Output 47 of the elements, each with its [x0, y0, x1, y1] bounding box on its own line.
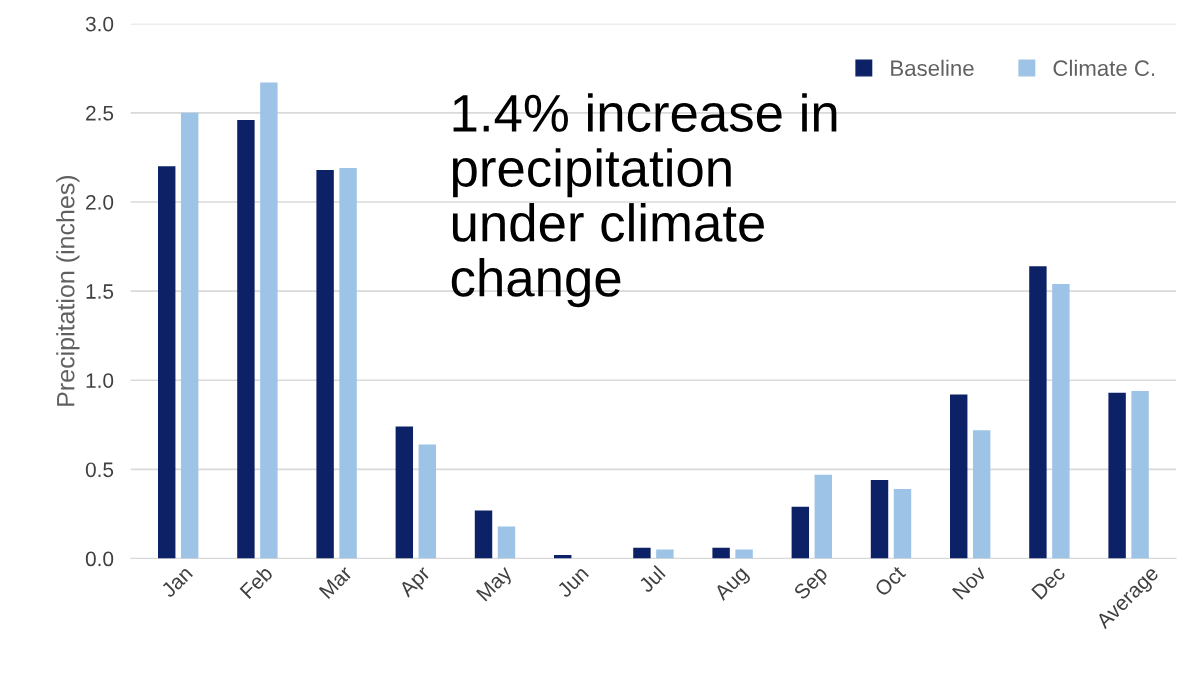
- x-tick-label: Oct: [873, 564, 907, 598]
- bar: [497, 526, 516, 559]
- x-tick-label: May: [475, 564, 516, 605]
- bar: [791, 506, 810, 559]
- bar: [1029, 266, 1047, 559]
- y-tick-label: 1.0: [86, 373, 114, 388]
- y-tick-label: 1.5: [86, 284, 114, 299]
- x-tick-label: Sep: [792, 565, 832, 604]
- bar: [316, 169, 334, 559]
- bar: [339, 168, 357, 559]
- bar: [237, 119, 255, 559]
- bar: [158, 166, 176, 559]
- legend-label: Climate C.: [1053, 59, 1155, 77]
- bar: [972, 430, 991, 559]
- bar: [260, 82, 278, 559]
- bar: [1052, 283, 1070, 559]
- x-tick-label: Mar: [318, 564, 353, 600]
- bar: [950, 394, 968, 559]
- x-tick-label: Aug: [713, 565, 752, 604]
- bar: [1108, 392, 1126, 559]
- y-tick-label: 2.5: [86, 105, 114, 121]
- bar: [870, 480, 889, 559]
- y-axis-title: Precipitation (inches): [56, 175, 80, 406]
- x-tick-label: Dec: [1031, 565, 1067, 600]
- bar: [656, 549, 674, 559]
- y-tick-label: 0.5: [85, 462, 114, 478]
- bar: [180, 112, 199, 559]
- bar: [1131, 390, 1149, 559]
- bar: [395, 426, 414, 559]
- bar: [814, 474, 832, 559]
- x-tick-label: Jun: [556, 565, 590, 599]
- bar: [893, 489, 912, 559]
- y-tick-label: 3.0: [85, 16, 114, 32]
- y-tick-label: 2.0: [86, 194, 114, 210]
- bar: [712, 547, 730, 559]
- x-tick-label: Apr: [398, 564, 434, 601]
- x-tick-label: Nov: [951, 564, 988, 600]
- x-tick-label: Feb: [239, 564, 274, 600]
- bar: [418, 444, 436, 559]
- x-tick-label: Jul: [637, 565, 666, 594]
- annotation: 1.4% increase in precipitation under climate change: [451, 93, 837, 308]
- y-tick-label: 0.0: [85, 551, 114, 567]
- bar: [735, 549, 753, 559]
- legend-label: Baseline: [891, 59, 974, 77]
- x-tick-label: Jan: [160, 565, 194, 599]
- bar: [633, 547, 651, 559]
- bar: [474, 510, 493, 559]
